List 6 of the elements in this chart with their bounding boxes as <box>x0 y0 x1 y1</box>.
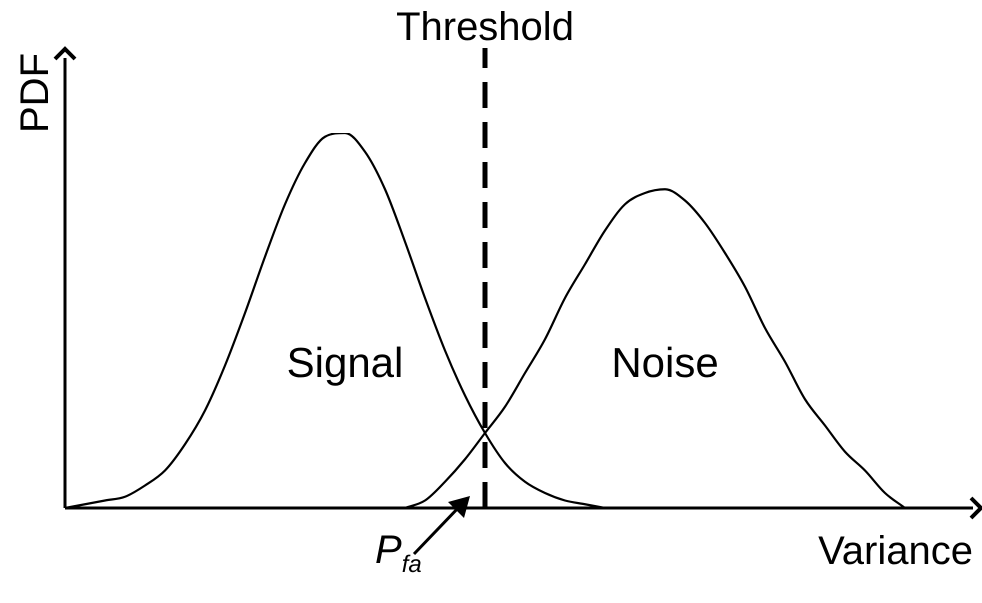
text: P$_{fa}$ <box>375 528 422 579</box>
x-axis-title: Variance <box>818 529 973 573</box>
text: Threshold <box>396 5 574 49</box>
y-axis-title: PDF <box>13 53 58 133</box>
series-label: Signal <box>286 339 404 386</box>
series-label: Noise <box>611 339 719 386</box>
